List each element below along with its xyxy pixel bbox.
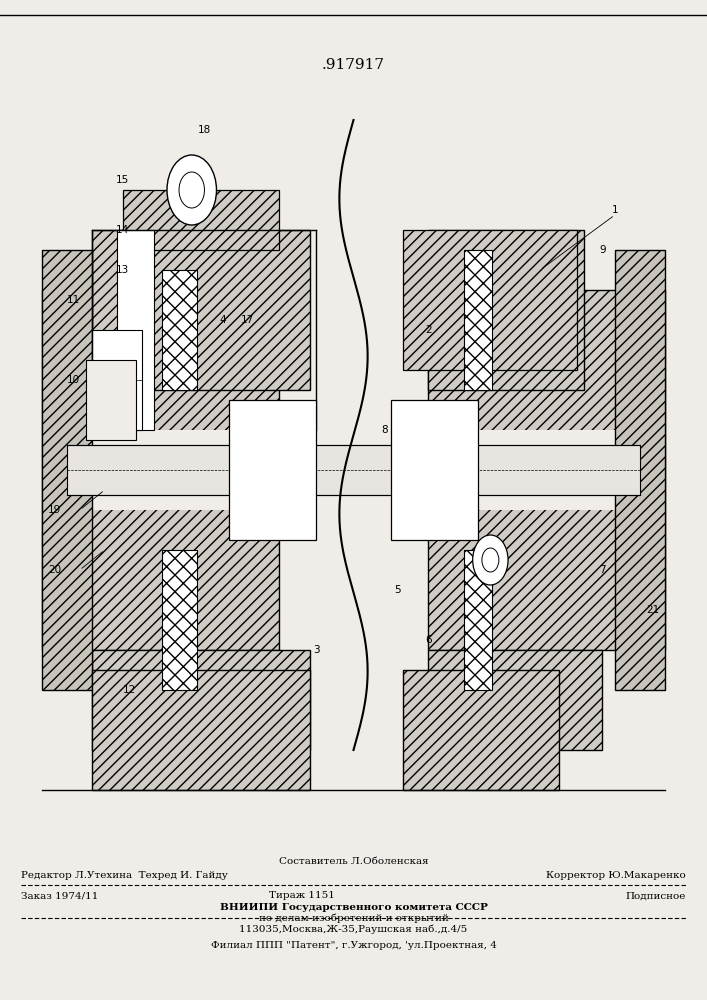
Text: 4: 4 xyxy=(220,315,226,325)
Circle shape xyxy=(473,535,508,585)
Text: 21: 21 xyxy=(646,605,659,615)
Bar xyxy=(391,400,478,540)
Bar xyxy=(162,550,197,690)
Bar xyxy=(464,550,492,690)
Bar xyxy=(117,230,154,430)
Circle shape xyxy=(482,548,499,572)
Text: Тираж 1151: Тираж 1151 xyxy=(269,892,334,900)
Bar xyxy=(92,230,310,390)
Text: Филиал ППП "Патент", г.Ужгород, 'ул.Проектная, 4: Филиал ППП "Патент", г.Ужгород, 'ул.Прое… xyxy=(211,940,496,950)
Bar xyxy=(403,230,578,370)
Bar xyxy=(92,670,310,790)
Text: 20: 20 xyxy=(48,565,61,575)
Text: 9: 9 xyxy=(599,245,606,255)
Bar xyxy=(403,670,559,790)
Bar xyxy=(42,250,92,690)
Text: 3: 3 xyxy=(313,645,320,655)
Bar xyxy=(162,270,197,390)
Text: 2: 2 xyxy=(425,325,431,335)
Bar xyxy=(615,250,665,690)
Text: Редактор Л.Утехина  Техред И. Гайду: Редактор Л.Утехина Техред И. Гайду xyxy=(21,871,228,880)
Text: 10: 10 xyxy=(66,375,80,385)
Text: 13: 13 xyxy=(116,265,129,275)
Bar xyxy=(464,250,492,390)
Text: 8: 8 xyxy=(381,425,388,435)
Text: Подписное: Подписное xyxy=(626,892,686,900)
Text: 17: 17 xyxy=(241,315,255,325)
Bar xyxy=(428,290,665,650)
Bar xyxy=(92,430,615,510)
Bar xyxy=(428,650,602,750)
Bar xyxy=(92,330,142,430)
Text: 6: 6 xyxy=(425,635,431,645)
Text: ВНИИПИ Государственного комитета СССР: ВНИИПИ Государственного комитета СССР xyxy=(220,904,487,912)
Bar xyxy=(428,230,584,390)
Text: 19: 19 xyxy=(48,505,61,515)
Circle shape xyxy=(179,172,204,208)
Text: Заказ 1974/11: Заказ 1974/11 xyxy=(21,892,98,900)
Bar xyxy=(67,445,640,495)
Text: .917917: .917917 xyxy=(322,58,385,72)
Circle shape xyxy=(167,155,216,225)
Bar xyxy=(123,190,279,250)
Text: 14: 14 xyxy=(116,225,129,235)
Text: 11: 11 xyxy=(66,295,80,305)
Text: 15: 15 xyxy=(116,175,129,185)
Text: 5: 5 xyxy=(394,585,400,595)
Bar xyxy=(229,400,316,540)
Bar xyxy=(86,360,136,440)
Text: Корректор Ю.Макаренко: Корректор Ю.Макаренко xyxy=(546,871,686,880)
Text: 7: 7 xyxy=(599,565,606,575)
Text: Составитель Л.Оболенская: Составитель Л.Оболенская xyxy=(279,857,428,866)
Text: 12: 12 xyxy=(123,685,136,695)
Text: по делам изобретений и открытий: по делам изобретений и открытий xyxy=(259,913,448,923)
Bar xyxy=(42,290,279,650)
Text: 18: 18 xyxy=(197,125,211,135)
Bar xyxy=(92,650,310,750)
Text: 1: 1 xyxy=(612,205,618,215)
Text: 113035,Москва,Ж-35,Раушская наб.,д.4/5: 113035,Москва,Ж-35,Раушская наб.,д.4/5 xyxy=(240,924,467,934)
